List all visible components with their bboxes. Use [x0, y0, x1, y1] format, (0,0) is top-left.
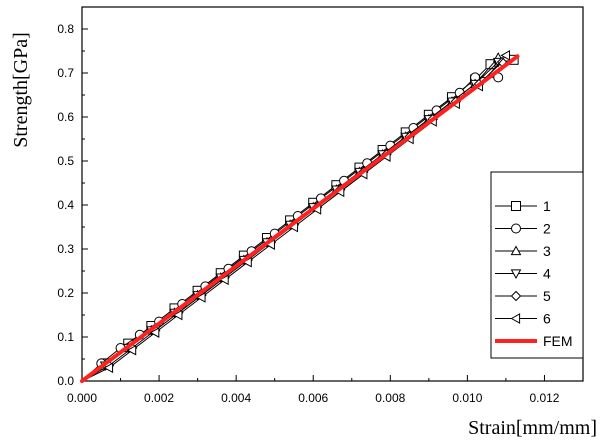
legend: 1 2 3 4 5 6 FEM [490, 171, 584, 359]
legend-marker [510, 245, 522, 256]
x-tick-label: 0.000 [67, 391, 97, 405]
series-line-FEM [80, 54, 520, 383]
x-tick-label: 0.004 [221, 391, 251, 405]
legend-marker [510, 269, 522, 280]
data-point-series-6 [500, 50, 511, 61]
legend-box [490, 171, 584, 359]
data-point-series-6 [195, 292, 206, 303]
legend-label: 1 [543, 198, 551, 214]
series-FEM [80, 54, 520, 383]
data-point-series-6 [149, 327, 160, 338]
legend-label: 3 [543, 243, 551, 259]
y-tick-label: 0.6 [57, 110, 74, 124]
y-tick-label: 0.2 [57, 286, 74, 300]
y-axis-title: Strength[GPa] [10, 32, 32, 148]
y-tick-label: 0.1 [57, 330, 74, 344]
x-axis-ticks: 0.000 0.002 0.004 0.006 0.008 0.010 0.012 [67, 375, 560, 405]
legend-marker [510, 290, 522, 302]
y-tick-label: 0.3 [57, 242, 74, 256]
data-point-series-6 [219, 274, 229, 286]
y-tick-label: 0.0 [57, 374, 74, 388]
x-tick-label: 0.008 [375, 391, 405, 405]
y-tick-label: 0.8 [57, 22, 74, 36]
legend-marker [511, 201, 521, 211]
x-tick-label: 0.002 [144, 391, 174, 405]
legend-marker [510, 313, 521, 324]
y-axis-ticks: 0.0 0.1 0.2 0.3 0.4 0.5 0.6 0.7 0.8 [57, 22, 88, 388]
series-layer [80, 50, 520, 383]
legend-label: FEM [543, 333, 573, 349]
x-axis-title: Strain[mm/mm] [468, 417, 597, 439]
legend-label: 6 [543, 311, 551, 327]
x-tick-label: 0.012 [529, 391, 559, 405]
y-tick-label: 0.5 [57, 154, 74, 168]
legend-label: 5 [543, 288, 551, 304]
x-tick-label: 0.006 [298, 391, 328, 405]
x-tick-label: 0.010 [452, 391, 482, 405]
data-point-series-6 [126, 344, 137, 356]
legend-label: 2 [543, 221, 551, 237]
legend-marker [511, 223, 521, 234]
y-tick-label: 0.7 [57, 66, 74, 80]
data-point-series-6 [172, 309, 183, 321]
data-point-series-6 [103, 362, 114, 374]
legend-label: 4 [543, 266, 551, 282]
y-tick-label: 0.4 [57, 198, 74, 212]
